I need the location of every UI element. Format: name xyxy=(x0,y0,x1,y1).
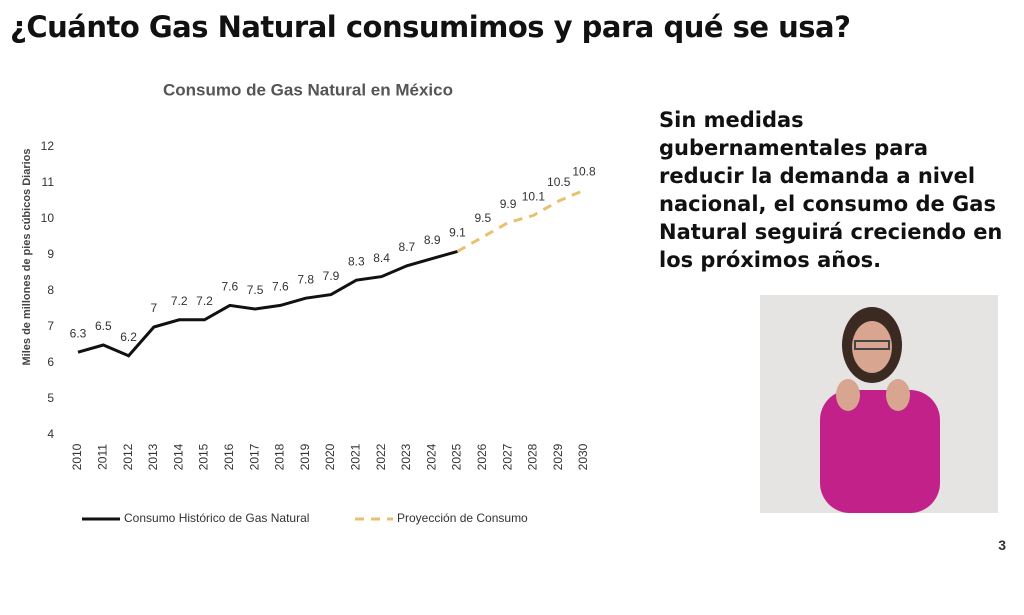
slide-title: ¿Cuánto Gas Natural consumimos y para qu… xyxy=(10,10,851,44)
data-label: 9.5 xyxy=(474,211,491,225)
x-tick-label: 2011 xyxy=(95,444,109,470)
data-label: 7.8 xyxy=(297,272,314,286)
x-tick-label: 2019 xyxy=(298,443,312,470)
data-label: 10.8 xyxy=(572,164,596,178)
y-tick-label: 9 xyxy=(47,247,54,261)
page-number: 3 xyxy=(998,537,1006,553)
data-label: 8.7 xyxy=(399,240,416,254)
data-label: 8.3 xyxy=(348,254,365,268)
chart-title: Consumo de Gas Natural en México xyxy=(163,80,453,99)
y-tick-label: 8 xyxy=(47,283,54,297)
data-label: 8.9 xyxy=(424,233,441,247)
x-tick-label: 2029 xyxy=(551,443,565,470)
interpreter-video xyxy=(760,295,998,513)
data-label: 10.1 xyxy=(522,190,546,204)
x-tick-label: 2022 xyxy=(374,443,388,470)
data-label: 7.6 xyxy=(272,280,289,294)
data-label: 6.5 xyxy=(95,319,112,333)
x-tick-label: 2016 xyxy=(222,443,236,470)
data-label: 9.9 xyxy=(500,197,517,211)
y-tick-label: 7 xyxy=(47,319,54,333)
y-tick-label: 12 xyxy=(41,139,55,153)
x-tick-label: 2025 xyxy=(450,443,464,470)
slide: ¿Cuánto Gas Natural consumimos y para qu… xyxy=(10,10,1006,553)
x-tick-label: 2015 xyxy=(197,443,211,470)
data-label: 6.3 xyxy=(70,326,87,340)
y-tick-label: 6 xyxy=(47,355,54,369)
legend-label: Proyección de Consumo xyxy=(397,511,528,525)
y-axis-label: Miles de millones de pies cúbicos Diario… xyxy=(21,148,33,365)
x-tick-label: 2030 xyxy=(576,443,590,470)
y-tick-label: 4 xyxy=(47,427,54,441)
data-label: 7 xyxy=(151,301,158,315)
data-label: 7.2 xyxy=(171,294,188,308)
x-tick-label: 2021 xyxy=(348,443,362,470)
x-tick-label: 2014 xyxy=(171,443,185,470)
data-label: 7.5 xyxy=(247,283,264,297)
x-tick-label: 2027 xyxy=(500,443,514,470)
x-tick-label: 2026 xyxy=(475,443,489,470)
series-line xyxy=(77,249,458,358)
y-tick-label: 5 xyxy=(47,391,54,405)
x-tick-label: 2013 xyxy=(146,443,160,470)
x-tick-label: 2018 xyxy=(273,443,287,470)
legend-label: Consumo Histórico de Gas Natural xyxy=(124,511,309,525)
data-label: 7.9 xyxy=(323,269,340,283)
data-label: 8.4 xyxy=(373,251,390,265)
data-label: 10.5 xyxy=(547,175,571,189)
x-tick-label: 2012 xyxy=(121,443,135,470)
data-label: 9.1 xyxy=(449,226,466,240)
data-label: 6.2 xyxy=(120,330,137,344)
data-label: 7.6 xyxy=(221,280,238,294)
x-tick-label: 2017 xyxy=(247,443,261,470)
x-tick-label: 2020 xyxy=(323,443,337,470)
data-label: 7.2 xyxy=(196,294,213,308)
y-tick-label: 11 xyxy=(42,175,55,189)
x-tick-label: 2028 xyxy=(526,443,540,470)
side-text: Sin medidas gubernamentales para reducir… xyxy=(659,108,1003,272)
y-tick-label: 10 xyxy=(41,211,55,225)
x-tick-label: 2023 xyxy=(399,443,413,470)
series-line xyxy=(456,188,585,253)
x-tick-label: 2010 xyxy=(70,443,84,470)
chart: Consumo de Gas Natural en México Miles d… xyxy=(21,80,596,525)
x-tick-label: 2024 xyxy=(424,443,438,470)
